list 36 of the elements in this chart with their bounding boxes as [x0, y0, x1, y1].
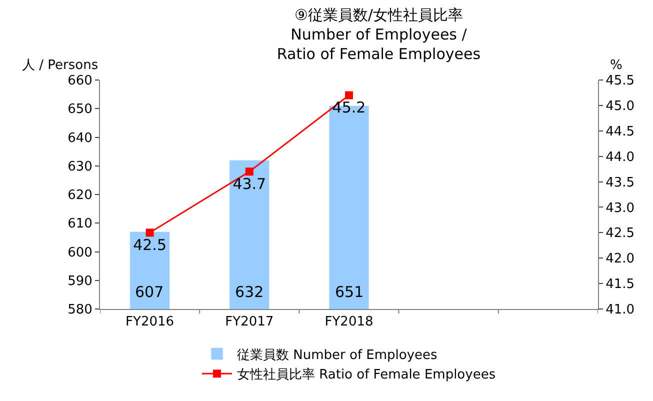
y2-tick-label: 45.5 [606, 74, 635, 89]
x-tick-label: FY2017 [225, 314, 274, 330]
y2-tick-label: 43.0 [606, 200, 635, 216]
y-tick-label: 590 [68, 274, 92, 289]
y-tick-label: 640 [68, 130, 92, 146]
y-tick-label: 650 [68, 102, 92, 118]
chart-title: ⑨従業員数/女性社員比率 Number of Employees / Ratio of Female Employees [276, 6, 481, 64]
x-tick-label: FY2018 [324, 314, 374, 330]
data-label: 43.7 [232, 174, 266, 193]
y-tick-label: 600 [68, 245, 92, 260]
point [245, 168, 254, 176]
y-axis-title: 人 / Persons [22, 58, 98, 73]
y2-tick-label: 44.0 [606, 150, 635, 165]
point [146, 228, 154, 237]
y2-tick-label: 42.5 [606, 226, 635, 242]
x-tick-label: FY2016 [126, 314, 174, 330]
y2-tick-label: 43.5 [606, 175, 635, 190]
y2-tick-label: 45.0 [606, 98, 635, 114]
y2-tick-label: 42.0 [606, 252, 635, 267]
y-tick-label: 580 [68, 302, 92, 318]
data-label: 651 [335, 283, 364, 301]
data-label: 45.2 [332, 98, 366, 117]
y2-tick-label: 41.0 [606, 302, 635, 318]
legend-label: 従業員数 Number of Employees [237, 348, 438, 363]
point [345, 91, 353, 100]
data-label: 607 [135, 283, 164, 301]
y2-axis-title: % [610, 58, 622, 73]
data-label: 42.5 [133, 236, 167, 254]
y-tick-label: 660 [68, 74, 92, 89]
y-tick-label: 610 [68, 216, 92, 232]
y-tick-label: 630 [68, 159, 92, 174]
legend-label: 女性社員比率 Ratio of Female Employees [237, 366, 496, 383]
y2-tick-label: 41.5 [606, 277, 635, 292]
y-tick-label: 620 [68, 188, 92, 204]
y2-tick-label: 44.5 [606, 124, 635, 140]
data-label: 632 [235, 283, 264, 301]
